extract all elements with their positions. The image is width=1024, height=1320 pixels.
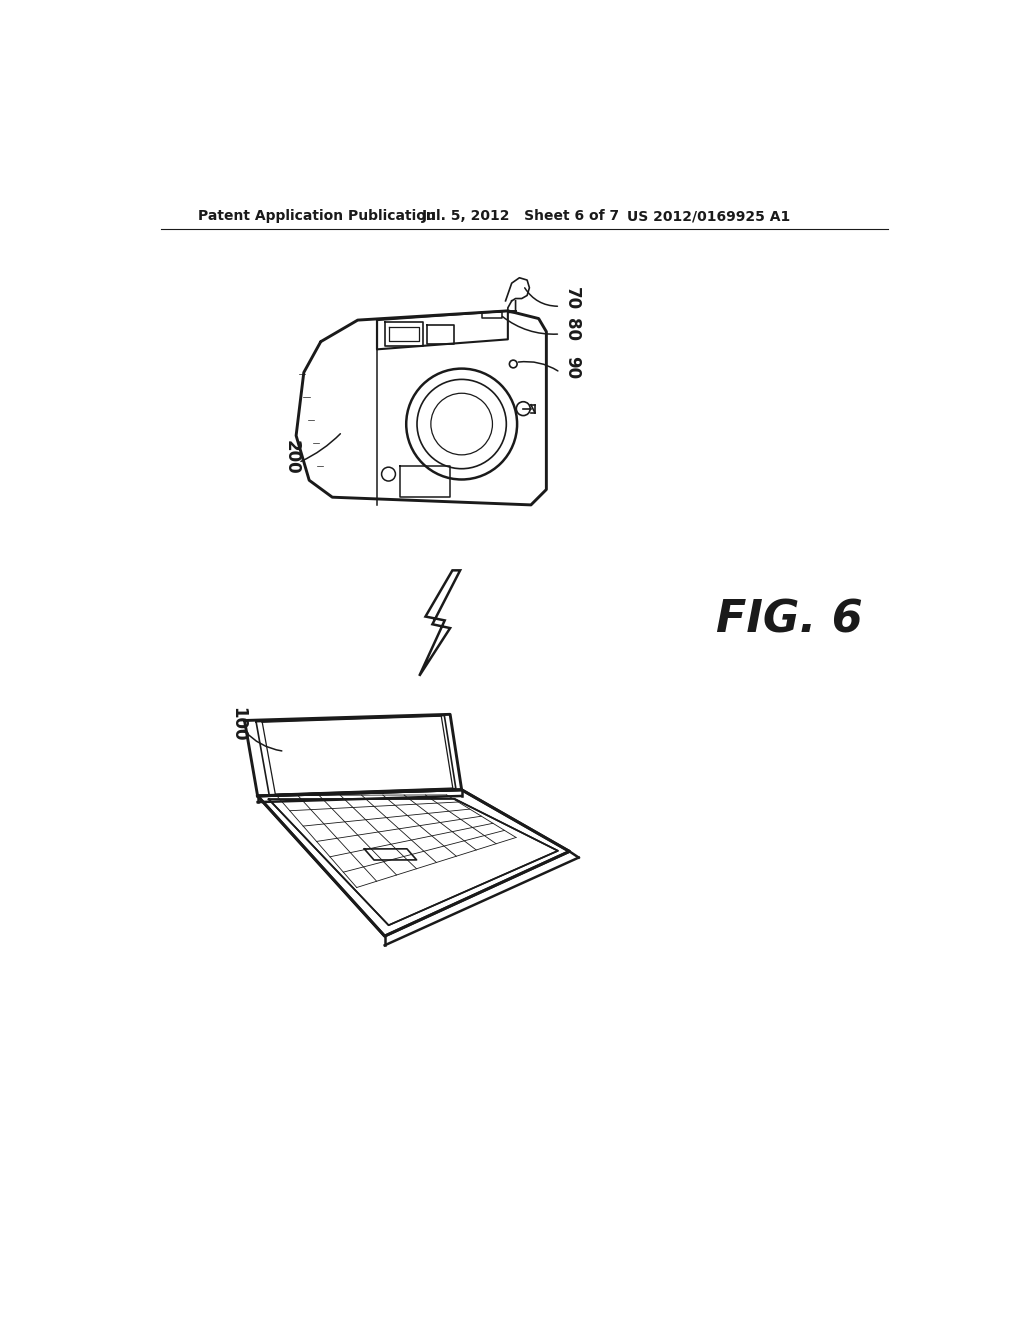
Text: 200: 200 — [283, 440, 301, 474]
Text: Patent Application Publication: Patent Application Publication — [199, 209, 436, 223]
Text: 100: 100 — [229, 708, 247, 742]
Text: 80: 80 — [563, 318, 582, 341]
Text: 90: 90 — [563, 356, 582, 379]
Text: FIG. 6: FIG. 6 — [716, 599, 862, 642]
Text: 70: 70 — [563, 286, 582, 310]
Text: Jul. 5, 2012   Sheet 6 of 7: Jul. 5, 2012 Sheet 6 of 7 — [422, 209, 620, 223]
Text: US 2012/0169925 A1: US 2012/0169925 A1 — [628, 209, 791, 223]
